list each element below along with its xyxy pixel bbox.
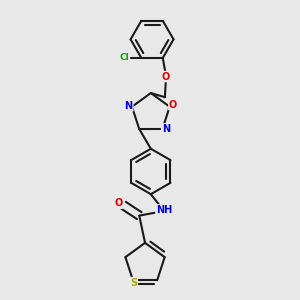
Text: Cl: Cl [119,53,129,62]
Text: N: N [124,101,133,111]
Text: N: N [162,124,170,134]
Text: O: O [115,198,123,208]
Text: O: O [169,100,177,110]
Text: O: O [162,71,170,82]
Text: NH: NH [156,205,172,215]
Text: S: S [130,278,137,288]
